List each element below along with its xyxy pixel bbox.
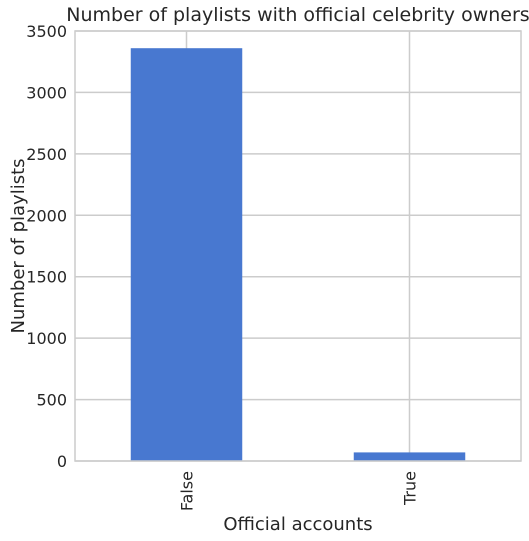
- x-tick-label: True: [401, 471, 420, 506]
- y-tick-label: 2000: [26, 206, 67, 225]
- bar-false: [131, 48, 243, 461]
- chart-title: Number of playlists with official celebr…: [66, 4, 529, 26]
- y-tick-label: 0: [57, 452, 67, 471]
- y-tick-labels: 0 500 1000 1500 2000 2500 3000 3500: [26, 22, 67, 471]
- x-tick-label: False: [178, 471, 197, 511]
- x-axis-label: Official accounts: [223, 514, 372, 535]
- y-axis-label: Number of playlists: [8, 158, 29, 333]
- y-tick-label: 2500: [26, 145, 67, 164]
- x-tick-labels: False True: [178, 471, 420, 511]
- bar-true: [354, 452, 466, 461]
- y-tick-label: 1500: [26, 268, 67, 287]
- y-tick-label: 500: [36, 391, 67, 410]
- y-tick-label: 1000: [26, 329, 67, 348]
- y-tick-label: 3500: [26, 22, 67, 41]
- y-tick-label: 3000: [26, 83, 67, 102]
